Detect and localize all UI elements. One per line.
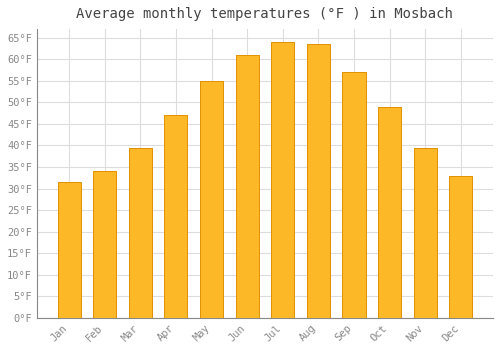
Bar [307, 44, 330, 318]
Bar [236, 55, 258, 318]
Bar [128, 148, 152, 318]
Bar [200, 81, 223, 318]
Bar [164, 115, 188, 318]
Title: Average monthly temperatures (°F ) in Mosbach: Average monthly temperatures (°F ) in Mo… [76, 7, 454, 21]
Bar [93, 171, 116, 318]
Bar [378, 107, 401, 318]
Bar [414, 148, 436, 318]
Bar [58, 182, 80, 318]
Bar [449, 176, 472, 318]
Bar [271, 42, 294, 318]
Bar [342, 72, 365, 318]
